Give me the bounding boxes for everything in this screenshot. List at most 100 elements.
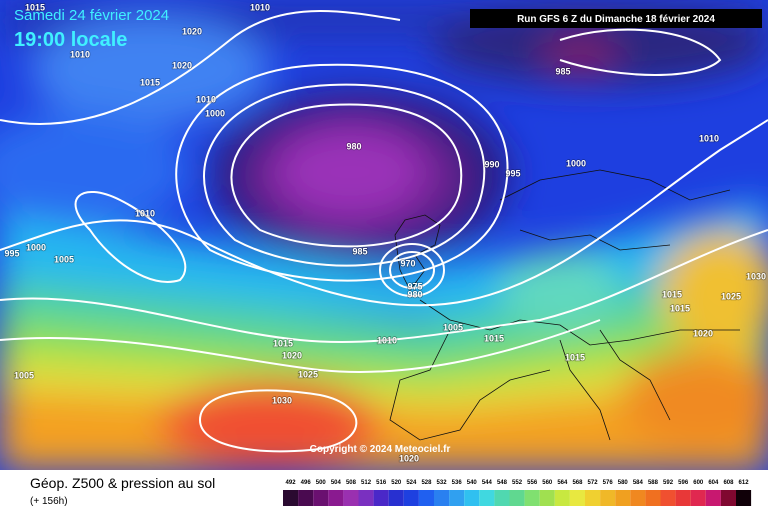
date: Samedi 24 février 2024 xyxy=(14,7,169,24)
scale-label: 556 xyxy=(527,480,538,486)
scale-label: 540 xyxy=(467,480,478,486)
scale-swatch xyxy=(449,490,465,506)
isobar-label: 1010 xyxy=(196,94,216,104)
isobar-label: 1000 xyxy=(26,242,46,252)
scale-swatch xyxy=(675,490,691,506)
scale-swatch xyxy=(509,490,525,506)
scale-label: 548 xyxy=(497,480,508,486)
scale-label: 564 xyxy=(557,480,568,486)
isobar-label: 1015 xyxy=(140,77,160,87)
scale-swatch xyxy=(539,490,555,506)
isobar-label: 1000 xyxy=(566,158,586,168)
isobar-label: 1015 xyxy=(273,338,293,348)
scale-label: 560 xyxy=(542,480,553,486)
coastlines xyxy=(389,169,740,441)
isobar-label: 1020 xyxy=(182,26,202,36)
scale-swatch xyxy=(660,490,676,506)
isobar-label: 1020 xyxy=(282,350,302,360)
isobar-label: 980 xyxy=(346,141,361,151)
scale-swatch xyxy=(630,490,646,506)
isobar-label: 1025 xyxy=(298,369,318,379)
copyright: Copyright © 2024 Meteociel.fr xyxy=(310,444,451,455)
scale-label: 604 xyxy=(708,480,719,486)
isobar-label: 985 xyxy=(352,246,367,256)
isobar-label: 1005 xyxy=(14,370,34,380)
isobar-label: 1005 xyxy=(54,254,74,264)
footer-title: Géop. Z500 & pression au sol xyxy=(30,475,215,491)
scale-swatch xyxy=(554,490,570,506)
run-info: Run GFS 6 Z du Dimanche 18 février 2024 xyxy=(517,14,715,25)
scale-swatch xyxy=(283,490,299,506)
scale-label: 608 xyxy=(723,480,734,486)
scale-label: 592 xyxy=(663,480,674,486)
isobar-label: 1005 xyxy=(443,322,463,332)
scale-label: 520 xyxy=(391,480,402,486)
isobar-label: 1015 xyxy=(662,289,682,299)
isobar-label: 1000 xyxy=(205,108,225,118)
scale-swatch xyxy=(343,490,359,506)
isobar-label: 995 xyxy=(4,248,19,258)
scale-label: 504 xyxy=(331,480,342,486)
scale-label: 568 xyxy=(572,480,583,486)
scale-label: 552 xyxy=(512,480,523,486)
isobar-label: 1025 xyxy=(721,291,741,301)
scale-swatch xyxy=(464,490,480,506)
isobar-lines xyxy=(0,10,768,453)
scale-swatch xyxy=(373,490,389,506)
scale-label: 544 xyxy=(482,480,493,486)
scale-label: 576 xyxy=(603,480,614,486)
scale-label: 496 xyxy=(301,480,312,486)
scale-label: 500 xyxy=(316,480,327,486)
isobar-label: 1020 xyxy=(693,328,713,338)
isobar-label: 1015 xyxy=(484,333,504,343)
scale-swatch xyxy=(600,490,616,506)
scale-swatch xyxy=(494,490,510,506)
isobar-label: 1010 xyxy=(699,133,719,143)
scale-swatch xyxy=(328,490,344,506)
isobar-label: 1020 xyxy=(399,453,419,463)
field xyxy=(0,0,768,470)
isobar-label: 1010 xyxy=(377,335,397,345)
scale-swatch xyxy=(418,490,434,506)
isobar-label: 1010 xyxy=(250,2,270,12)
scale-label: 528 xyxy=(421,480,432,486)
scale-label: 588 xyxy=(648,480,659,486)
scale-swatch xyxy=(524,490,540,506)
scale-swatch xyxy=(569,490,585,506)
isobar-labels: 1015 1010 1020 1010 1020 1015 1010 1000 985 980 99… xyxy=(4,2,767,465)
scale-swatch xyxy=(705,490,721,506)
isobar-label: 995 xyxy=(505,168,520,178)
isobar-label: 975 xyxy=(407,281,422,291)
scale-label: 524 xyxy=(406,480,417,486)
scale-label: 536 xyxy=(452,480,463,486)
isobar-label: 1010 xyxy=(70,49,90,59)
isobar-label: 970 xyxy=(400,258,415,268)
scale-label: 572 xyxy=(588,480,599,486)
scale-swatch xyxy=(615,490,631,506)
scale-label: 516 xyxy=(376,480,387,486)
scale-label: 584 xyxy=(633,480,644,486)
isobar-label: 1030 xyxy=(746,271,766,281)
scale-swatch xyxy=(403,490,419,506)
scale-label: 612 xyxy=(739,480,750,486)
scale-label: 508 xyxy=(346,480,357,486)
isobar-label: 980 xyxy=(407,289,422,299)
isobar-label: 1015 xyxy=(25,2,45,12)
scale-swatch xyxy=(388,490,404,506)
scale-swatch xyxy=(434,490,450,506)
run-box xyxy=(470,9,762,28)
scale-swatch xyxy=(479,490,495,506)
isobar-label: 1015 xyxy=(670,303,690,313)
scale-swatch xyxy=(736,490,752,506)
scale-label: 532 xyxy=(437,480,448,486)
isobar-label: 985 xyxy=(555,66,570,76)
scale-swatch xyxy=(690,490,706,506)
scale-label: 512 xyxy=(361,480,372,486)
scale-label: 596 xyxy=(678,480,689,486)
scale-label: 580 xyxy=(618,480,629,486)
isobar-label: 1015 xyxy=(565,352,585,362)
isobar-label: 1010 xyxy=(135,208,155,218)
scale-swatch xyxy=(720,490,736,506)
scale-swatch xyxy=(298,490,314,506)
